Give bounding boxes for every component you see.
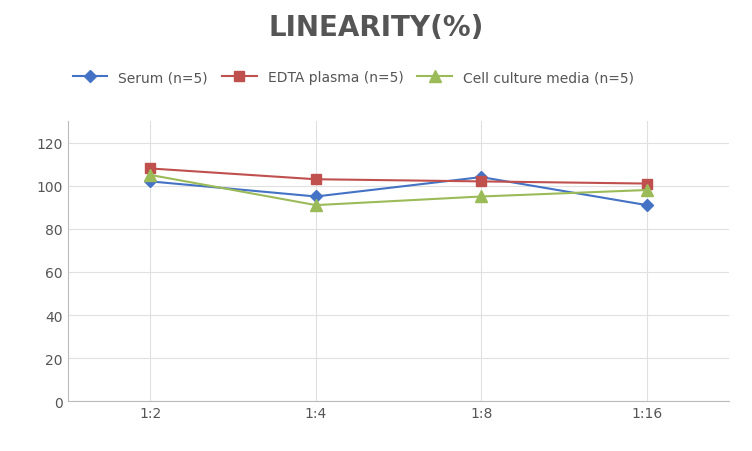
Cell culture media (n=5)	[477, 194, 486, 200]
Serum (n=5)	[642, 203, 651, 208]
Cell culture media (n=5)	[311, 203, 320, 208]
Line: Cell culture media (n=5): Cell culture media (n=5)	[145, 170, 652, 211]
Serum (n=5)	[146, 179, 155, 185]
EDTA plasma (n=5)	[642, 181, 651, 187]
Serum (n=5)	[477, 175, 486, 180]
EDTA plasma (n=5)	[146, 166, 155, 172]
EDTA plasma (n=5)	[477, 179, 486, 185]
Line: EDTA plasma (n=5): EDTA plasma (n=5)	[146, 164, 651, 189]
Legend: Serum (n=5), EDTA plasma (n=5), Cell culture media (n=5): Serum (n=5), EDTA plasma (n=5), Cell cul…	[67, 65, 640, 91]
Serum (n=5)	[311, 194, 320, 200]
Cell culture media (n=5)	[146, 173, 155, 178]
Cell culture media (n=5)	[642, 188, 651, 193]
EDTA plasma (n=5)	[311, 177, 320, 183]
Text: LINEARITY(%): LINEARITY(%)	[268, 14, 484, 41]
Line: Serum (n=5): Serum (n=5)	[146, 174, 651, 210]
